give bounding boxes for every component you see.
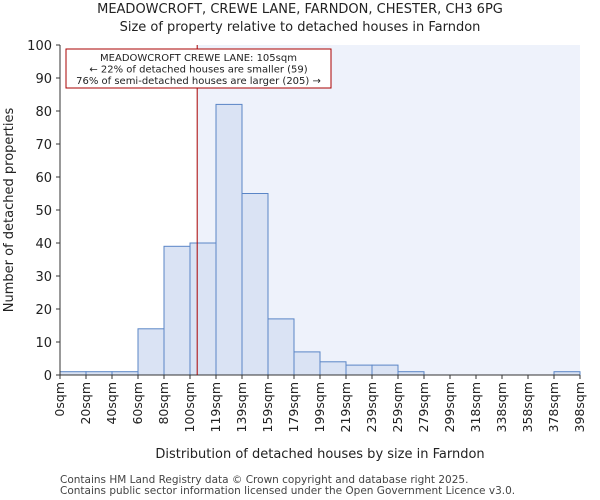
footer-line-land-registry: Contains HM Land Registry data © Crown c…	[60, 474, 469, 486]
y-tick-label-20: 20	[35, 303, 52, 318]
x-tick-label-398sqm: 398sqm	[572, 382, 587, 432]
bar-100sqm	[189, 242, 217, 376]
x-tick-label-318sqm: 318sqm	[468, 382, 483, 432]
x-tick-label-239sqm: 239sqm	[364, 382, 379, 432]
bar-179sqm	[293, 351, 321, 376]
chart-subtitle: Size of property relative to detached ho…	[119, 20, 481, 35]
y-tick-label-50: 50	[35, 204, 52, 219]
x-tick-label-139sqm: 139sqm	[234, 382, 249, 432]
x-tick-label-358sqm: 358sqm	[520, 382, 535, 432]
x-tick-label-338sqm: 338sqm	[494, 382, 509, 432]
x-tick-label-60sqm: 60sqm	[130, 382, 145, 425]
y-tick-label-10: 10	[35, 336, 52, 351]
annotation-line-property: MEADOWCROFT CREWE LANE: 105sqm	[100, 53, 297, 64]
bar-239sqm	[371, 364, 399, 376]
x-tick-label-299sqm: 299sqm	[442, 382, 457, 432]
x-tick-label-378sqm: 378sqm	[546, 382, 561, 432]
annotation-border	[65, 48, 332, 89]
footer-line-licence: Contains public sector information licen…	[60, 485, 516, 497]
bar-139sqm	[241, 193, 269, 376]
y-tick-label-80: 80	[35, 105, 52, 120]
y-tick-label-100: 100	[27, 39, 52, 54]
x-tick-label-0sqm: 0sqm	[52, 382, 67, 417]
bar-80sqm	[163, 245, 191, 376]
bar-159sqm	[267, 318, 295, 376]
x-tick-label-219sqm: 219sqm	[338, 382, 353, 432]
x-axis-label: Distribution of detached houses by size …	[155, 447, 484, 462]
x-tick-label-40sqm: 40sqm	[104, 382, 119, 425]
bar-219sqm	[345, 364, 373, 376]
x-tick-label-179sqm: 179sqm	[286, 382, 301, 432]
y-tick-label-90: 90	[35, 72, 52, 87]
annotation-line-smaller: ← 22% of detached houses are smaller (59…	[89, 65, 307, 76]
x-tick-label-279sqm: 279sqm	[416, 382, 431, 432]
y-tick-label-60: 60	[35, 171, 52, 186]
x-tick-label-199sqm: 199sqm	[312, 382, 327, 432]
chart-title: MEADOWCROFT, CREWE LANE, FARNDON, CHESTE…	[97, 2, 503, 17]
y-axis-label: Number of detached properties	[2, 108, 17, 313]
x-tick-label-80sqm: 80sqm	[156, 382, 171, 425]
bar-119sqm	[215, 103, 243, 376]
bar-199sqm	[319, 361, 347, 376]
x-tick-label-20sqm: 20sqm	[78, 382, 93, 425]
annotation-line-larger: 76% of semi-detached houses are larger (…	[76, 76, 321, 87]
x-tick-label-100sqm: 100sqm	[182, 382, 197, 432]
y-tick-label-30: 30	[35, 270, 52, 285]
y-tick-label-40: 40	[35, 237, 52, 252]
x-tick-label-119sqm: 119sqm	[208, 382, 223, 432]
x-tick-label-159sqm: 159sqm	[260, 382, 275, 432]
y-tick-label-70: 70	[35, 138, 52, 153]
y-tick-label-0: 0	[44, 369, 52, 384]
annotation-box: MEADOWCROFT CREWE LANE: 105sqm ← 22% of …	[65, 48, 332, 89]
x-tick-label-259sqm: 259sqm	[390, 382, 405, 432]
bar-60sqm	[137, 328, 165, 376]
